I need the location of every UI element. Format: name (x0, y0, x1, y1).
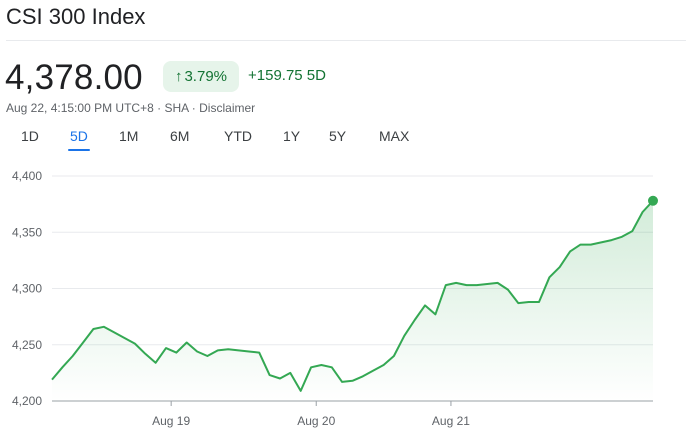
tab-1m[interactable]: 1M (119, 128, 139, 144)
tab-max[interactable]: MAX (379, 128, 410, 144)
tab-ytd[interactable]: YTD (224, 128, 252, 144)
percent-change-value: 3.79% (184, 68, 228, 85)
last-price-point (648, 195, 658, 206)
tab-5d[interactable]: 5D (68, 128, 90, 151)
y-tick-label: 4,200 (12, 394, 42, 408)
series-line (51, 200, 654, 392)
y-tick-label: 4,250 (12, 338, 42, 352)
price-chart[interactable]: 4,400 4,350 4,300 4,250 4,200 Aug 19 Aug 20 Aug… (0, 160, 692, 446)
meta-separator: · (157, 101, 162, 115)
tab-6m[interactable]: 6M (170, 128, 190, 144)
current-price: 4,378.00 (5, 58, 143, 97)
y-tick-label: 4,350 (12, 225, 42, 239)
exchange-label: SHA (164, 101, 189, 115)
tab-1y[interactable]: 1Y (283, 128, 301, 144)
disclaimer-link[interactable]: Disclaimer (199, 101, 256, 115)
tab-5y[interactable]: 5Y (329, 128, 347, 144)
absolute-change: +159.75 5D (248, 67, 326, 84)
page-title: CSI 300 Index (6, 4, 146, 29)
x-tick-label: Aug 21 (432, 414, 470, 428)
y-tick-label: 4,400 (12, 169, 42, 183)
tab-1d[interactable]: 1D (21, 128, 39, 144)
header-divider (6, 40, 686, 41)
meta-separator: · (191, 101, 196, 115)
x-tick-label: Aug 19 (152, 414, 190, 428)
x-tick-label: Aug 20 (297, 414, 335, 428)
quote-meta: Aug 22, 4:15:00 PM UTC+8 · SHA · Disclai… (6, 101, 255, 115)
series-area (52, 200, 653, 401)
timestamp: Aug 22, 4:15:00 PM UTC+8 (6, 101, 154, 115)
percent-change-badge: ↑ 3.79% (163, 61, 239, 92)
y-tick-label: 4,300 (12, 282, 42, 296)
arrow-up-icon: ↑ (174, 68, 183, 85)
